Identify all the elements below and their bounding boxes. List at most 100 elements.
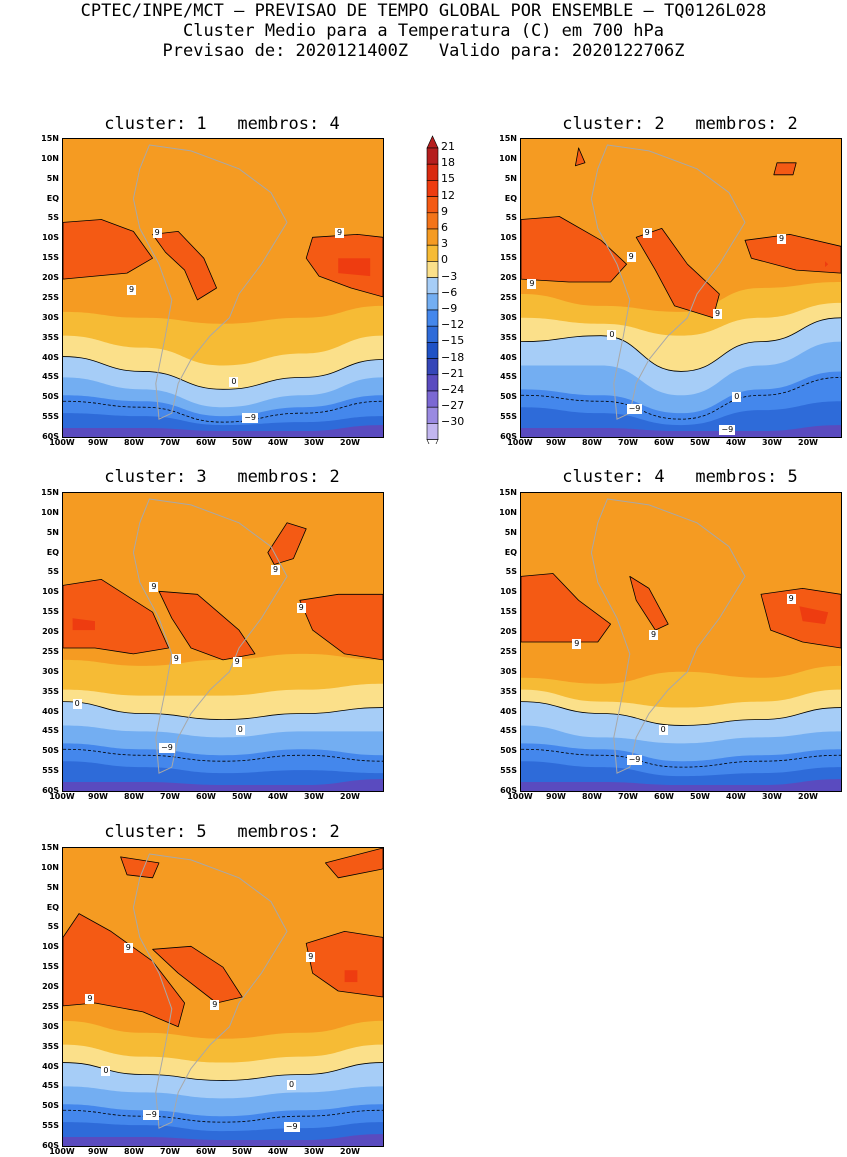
contour-label: 9 xyxy=(777,234,787,245)
longitude-label: 50W xyxy=(232,1147,252,1156)
longitude-label: 20W xyxy=(340,792,360,801)
latitude-label: 40S xyxy=(42,352,59,362)
contour-label: 9 xyxy=(127,285,137,296)
colorbar-segment xyxy=(426,358,439,376)
latitude-label: 55S xyxy=(500,766,517,776)
latitude-label: 5S xyxy=(47,213,59,223)
latitude-label: 45S xyxy=(42,1081,59,1091)
colorbar-label: 15 xyxy=(441,172,455,186)
contour-label: 0 xyxy=(72,698,82,709)
longitude-label: 20W xyxy=(798,438,818,447)
contour-neg9 xyxy=(63,1109,383,1123)
contour-label: 9 xyxy=(786,594,796,605)
temperature-map: 9 9 9 9 0 0 −9 −9 xyxy=(62,847,384,1147)
contour-label: 0 xyxy=(658,725,668,736)
latitude-label: 55S xyxy=(42,412,59,422)
colorbar-segment xyxy=(426,180,439,197)
colorbar-max-arrow xyxy=(426,135,439,149)
latitude-label: 50S xyxy=(42,392,59,402)
latitude-label: 30S xyxy=(500,666,517,676)
colorbar-label: −27 xyxy=(441,399,465,413)
contour-label: 0 xyxy=(229,377,239,388)
latitude-label: 10S xyxy=(42,587,59,597)
latitude-label: EQ xyxy=(504,193,517,203)
colorbar-label: 12 xyxy=(441,188,455,202)
colorbar-segment xyxy=(426,261,439,278)
colorbar-segment xyxy=(426,309,439,327)
field-9-12 xyxy=(305,931,383,998)
map-canvas xyxy=(521,139,841,437)
latitude-label: 50S xyxy=(500,746,517,756)
field-neg18-neg15 xyxy=(63,1134,383,1146)
latitude-label: 10S xyxy=(500,587,517,597)
latitude-label: EQ xyxy=(46,902,59,912)
latitude-label: 20S xyxy=(42,627,59,637)
longitude-label: 70W xyxy=(160,438,180,447)
latitude-label: 20S xyxy=(42,273,59,283)
map-title: cluster: 3 membros: 2 xyxy=(104,467,340,487)
latitude-label: 10N xyxy=(499,507,517,517)
colorbar-segment xyxy=(426,244,439,262)
contour-label: 9 xyxy=(271,564,281,575)
longitude-label: 60W xyxy=(654,438,674,447)
colorbar-label: 0 xyxy=(441,253,448,267)
latitude-label: 15N xyxy=(499,488,517,497)
longitude-label: 60W xyxy=(196,1147,216,1156)
colorbar-svg xyxy=(426,135,439,444)
latitude-label: 35S xyxy=(500,686,517,696)
colorbar-label: −6 xyxy=(441,285,458,299)
header-line-3: Previsao de: 2020121400Z Valido para: 20… xyxy=(162,41,685,61)
longitude-label: 40W xyxy=(726,792,746,801)
latitude-label: 5N xyxy=(504,173,517,183)
longitude-label: 100W xyxy=(49,438,75,447)
longitude-label: 100W xyxy=(49,792,75,801)
colorbar-label: −12 xyxy=(441,318,465,332)
contour-label: 9 xyxy=(296,603,306,614)
contour-label: 9 xyxy=(171,653,181,664)
longitude-label: 40W xyxy=(726,438,746,447)
longitude-label: 50W xyxy=(232,438,252,447)
contour-label: −9 xyxy=(159,743,175,754)
longitude-label: 90W xyxy=(88,438,108,447)
longitude-label: 80W xyxy=(124,792,144,801)
longitude-label: 40W xyxy=(268,438,288,447)
longitude-label: 70W xyxy=(618,438,638,447)
latitude-label: 15S xyxy=(500,253,517,263)
longitude-label: 60W xyxy=(196,792,216,801)
longitude-label: 50W xyxy=(232,792,252,801)
longitude-label: 50W xyxy=(690,438,710,447)
contour-label: 9 xyxy=(626,252,636,263)
colorbar-label: −21 xyxy=(441,366,465,380)
longitude-label: 90W xyxy=(546,792,566,801)
longitude-label: 80W xyxy=(124,438,144,447)
contour-label: 9 xyxy=(527,279,537,290)
map-title: cluster: 1 membros: 4 xyxy=(104,114,340,134)
field-12-15 xyxy=(338,258,371,277)
latitude-label: 5N xyxy=(46,173,59,183)
latitude-label: 35S xyxy=(500,332,517,342)
field-12-15 xyxy=(825,261,829,268)
field-neg18-neg15 xyxy=(63,425,383,437)
south-america-outline xyxy=(132,498,288,774)
latitude-label: 35S xyxy=(42,686,59,696)
longitude-label: 70W xyxy=(160,1147,180,1156)
contour-label: −9 xyxy=(143,1110,159,1121)
field-9-12 xyxy=(63,219,153,280)
field-9-12 xyxy=(635,228,720,319)
map-title: cluster: 5 membros: 2 xyxy=(104,822,340,842)
latitude-label: 40S xyxy=(500,352,517,362)
longitude-label: 40W xyxy=(268,792,288,801)
contour-label: −9 xyxy=(242,413,258,424)
contour-label: 0 xyxy=(235,725,245,736)
longitude-label: 20W xyxy=(798,792,818,801)
latitude-label: 60S xyxy=(42,786,59,795)
latitude-label: 15N xyxy=(41,843,59,852)
latitude-label: 15S xyxy=(42,607,59,617)
latitude-label: 55S xyxy=(42,1121,59,1131)
field-9-12 xyxy=(744,234,841,274)
colorbar-label: −3 xyxy=(441,269,458,283)
colorbar-segment xyxy=(426,390,439,408)
latitude-label: 35S xyxy=(42,332,59,342)
field-9-12 xyxy=(760,588,841,649)
colorbar-segment xyxy=(426,277,439,295)
